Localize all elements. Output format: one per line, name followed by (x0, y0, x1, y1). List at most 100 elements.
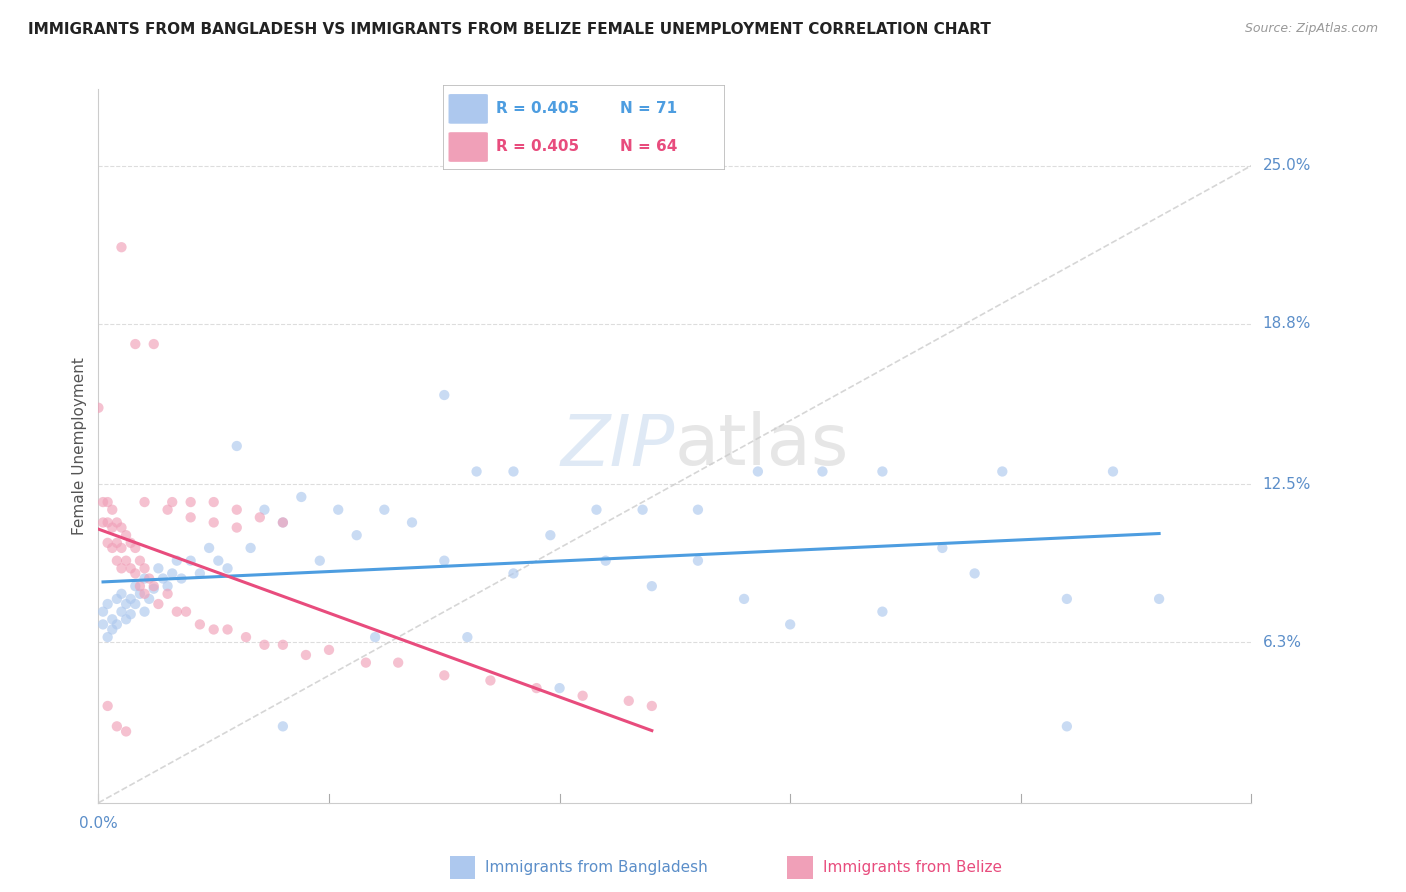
FancyBboxPatch shape (449, 132, 488, 161)
Text: 6.3%: 6.3% (1263, 635, 1302, 649)
Point (115, 724, 138, 739)
Point (148, 597, 170, 611)
Point (456, 630, 478, 644)
Point (733, 591, 755, 606)
Point (166, 554, 188, 568)
Point (134, 587, 156, 601)
Point (124, 566, 146, 581)
Point (202, 495, 225, 509)
Point (124, 579, 146, 593)
Point (631, 502, 654, 516)
Point (110, 605, 132, 619)
Point (87, 401, 110, 415)
Point (779, 617, 801, 632)
Point (105, 516, 128, 530)
Point (290, 490, 312, 504)
Point (142, 337, 165, 351)
Point (105, 719, 128, 733)
Point (115, 554, 138, 568)
Point (91, 495, 114, 509)
Point (747, 465, 769, 479)
Point (105, 554, 128, 568)
Point (253, 638, 276, 652)
Point (97, 516, 120, 530)
Point (373, 502, 395, 516)
Point (138, 572, 160, 586)
Point (433, 668, 456, 682)
Point (152, 572, 174, 586)
Point (97, 698, 120, 713)
Point (225, 439, 247, 453)
Point (101, 612, 124, 626)
Point (110, 587, 132, 601)
Point (101, 541, 124, 555)
Point (354, 656, 377, 670)
Point (124, 597, 146, 611)
Point (207, 554, 229, 568)
Point (180, 510, 202, 524)
Point (595, 554, 617, 568)
Point (217, 623, 239, 637)
Point (571, 689, 593, 703)
Point (91, 516, 114, 530)
Point (105, 536, 128, 550)
Point (188, 566, 211, 581)
Point (1056, 719, 1078, 733)
Point (124, 337, 146, 351)
Point (174, 605, 197, 619)
Point (156, 579, 179, 593)
Text: 18.8%: 18.8% (1263, 316, 1310, 331)
Text: R = 0.405: R = 0.405 (496, 102, 579, 116)
Y-axis label: Female Unemployment: Female Unemployment (72, 357, 87, 535)
Point (217, 561, 239, 575)
Point (91, 605, 114, 619)
Point (931, 541, 953, 555)
Point (110, 240, 132, 254)
Point (1147, 591, 1170, 606)
Point (401, 516, 423, 530)
Text: IMMIGRANTS FROM BANGLADESH VS IMMIGRANTS FROM BELIZE FEMALE UNEMPLOYMENT CORRELA: IMMIGRANTS FROM BANGLADESH VS IMMIGRANTS… (28, 22, 991, 37)
Point (160, 566, 183, 581)
Point (387, 656, 409, 670)
Point (249, 510, 271, 524)
Point (308, 554, 330, 568)
Point (115, 612, 138, 626)
Point (641, 698, 664, 713)
Point (202, 516, 225, 530)
Text: 0.0%: 0.0% (79, 815, 118, 830)
Point (271, 516, 294, 530)
Point (198, 541, 221, 555)
Point (271, 638, 294, 652)
Point (160, 495, 183, 509)
Point (97, 597, 120, 611)
Text: Immigrants from Belize: Immigrants from Belize (823, 860, 1001, 874)
Point (97, 495, 120, 509)
FancyBboxPatch shape (449, 94, 488, 124)
Point (134, 561, 156, 575)
Point (686, 554, 709, 568)
Point (110, 520, 132, 534)
Point (1102, 465, 1125, 479)
Point (364, 630, 387, 644)
Point (138, 591, 160, 606)
Point (433, 388, 456, 402)
Point (142, 579, 165, 593)
Point (346, 528, 368, 542)
Point (156, 587, 179, 601)
Point (811, 465, 834, 479)
Point (686, 502, 709, 516)
Point (129, 554, 152, 568)
Point (134, 495, 156, 509)
Point (239, 541, 262, 555)
Text: N = 64: N = 64 (620, 138, 678, 153)
Point (502, 465, 524, 479)
Point (963, 566, 986, 581)
Point (101, 520, 124, 534)
Point (134, 572, 156, 586)
Point (120, 561, 142, 575)
Point (991, 465, 1014, 479)
Point (120, 591, 142, 606)
Point (465, 465, 488, 479)
Point (101, 502, 124, 516)
Point (129, 587, 152, 601)
